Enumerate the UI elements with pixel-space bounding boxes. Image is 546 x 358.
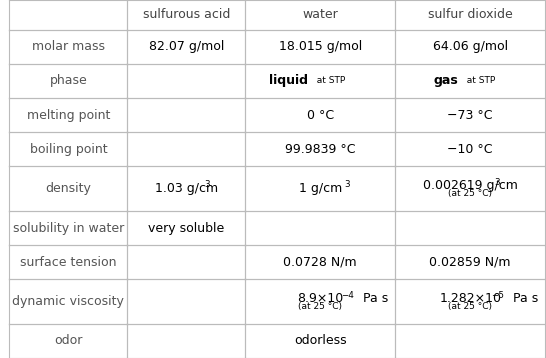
Text: dynamic viscosity: dynamic viscosity — [13, 295, 124, 308]
Text: 3: 3 — [205, 180, 210, 189]
Text: 3: 3 — [345, 180, 350, 189]
Text: odorless: odorless — [294, 334, 347, 348]
Text: 64.06 g/mol: 64.06 g/mol — [432, 40, 508, 53]
Text: surface tension: surface tension — [20, 256, 117, 268]
Text: 3: 3 — [494, 178, 500, 187]
Text: liquid: liquid — [269, 74, 308, 87]
Text: 99.9839 °C: 99.9839 °C — [285, 142, 355, 156]
Text: 1.282×10: 1.282×10 — [439, 292, 501, 305]
Text: water: water — [302, 9, 338, 21]
Text: melting point: melting point — [27, 108, 110, 122]
Text: 0 °C: 0 °C — [307, 108, 334, 122]
Text: 18.015 g/mol: 18.015 g/mol — [278, 40, 362, 53]
Text: Pa s: Pa s — [509, 292, 538, 305]
Text: 82.07 g/mol: 82.07 g/mol — [149, 40, 224, 53]
Text: sulfur dioxide: sulfur dioxide — [428, 9, 513, 21]
Text: odor: odor — [54, 334, 82, 348]
Text: −4: −4 — [341, 291, 354, 300]
Text: at STP: at STP — [461, 76, 495, 85]
Text: (at 25 °C): (at 25 °C) — [448, 189, 492, 198]
Text: (at 25 °C): (at 25 °C) — [298, 303, 342, 311]
Text: 0.0728 N/m: 0.0728 N/m — [283, 256, 357, 268]
Text: molar mass: molar mass — [32, 40, 105, 53]
Text: 0.02859 N/m: 0.02859 N/m — [429, 256, 511, 268]
Text: 1 g/cm: 1 g/cm — [299, 182, 342, 195]
Text: Pa s: Pa s — [359, 292, 388, 305]
Text: boiling point: boiling point — [29, 142, 107, 156]
Text: gas: gas — [434, 74, 458, 87]
Text: (at 25 °C): (at 25 °C) — [448, 303, 492, 311]
Text: at STP: at STP — [311, 76, 346, 85]
Text: density: density — [45, 182, 91, 195]
Text: solubility in water: solubility in water — [13, 222, 124, 234]
Text: sulfurous acid: sulfurous acid — [143, 9, 230, 21]
Text: 8.9×10: 8.9×10 — [297, 292, 343, 305]
Text: phase: phase — [50, 74, 87, 87]
Text: 1.03 g/cm: 1.03 g/cm — [155, 182, 218, 195]
Text: very soluble: very soluble — [148, 222, 224, 234]
Text: −5: −5 — [491, 291, 503, 300]
Text: −10 °C: −10 °C — [447, 142, 493, 156]
Text: 0.002619 g/cm: 0.002619 g/cm — [423, 179, 518, 192]
Text: −73 °C: −73 °C — [447, 108, 493, 122]
